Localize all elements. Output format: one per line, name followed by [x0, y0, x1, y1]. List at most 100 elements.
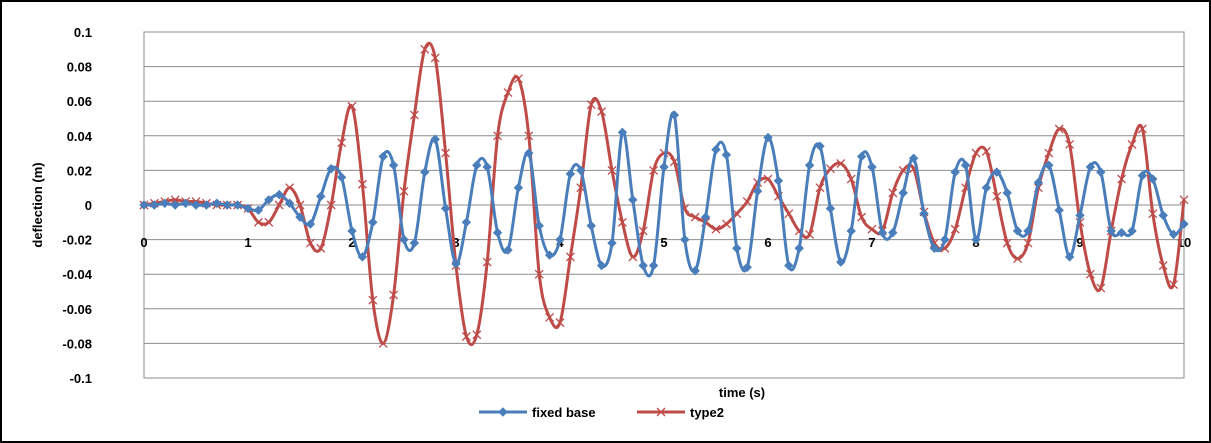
data-point [1127, 139, 1137, 149]
data-point [846, 174, 856, 184]
data-point [1148, 209, 1158, 219]
data-point [628, 195, 638, 205]
data-point [305, 238, 315, 248]
data-point [399, 186, 409, 196]
data-point [1096, 283, 1106, 293]
data-point [212, 198, 222, 208]
data-point [139, 200, 149, 210]
data-point [815, 141, 825, 151]
legend-label-type2: type2 [690, 405, 724, 420]
data-point [180, 198, 191, 208]
data-point [950, 167, 960, 177]
data-point [1148, 174, 1158, 184]
data-point [1158, 261, 1168, 271]
data-point [1033, 177, 1044, 188]
series-line [143, 111, 1186, 278]
data-point [784, 209, 794, 219]
data-point [160, 198, 170, 208]
data-point [576, 165, 586, 176]
data-point [1023, 226, 1033, 236]
data-point [721, 219, 731, 229]
x-tick-label: 5 [660, 235, 667, 250]
data-point [285, 183, 295, 193]
data-point [836, 257, 846, 267]
series-line [143, 41, 1186, 347]
data-point [1158, 210, 1168, 221]
data-point [825, 203, 836, 214]
data-point [1117, 174, 1127, 184]
data-point [326, 200, 336, 210]
data-point [336, 172, 347, 183]
data-point [773, 176, 784, 186]
data-point [1054, 124, 1064, 134]
y-tick-label: -0.02 [62, 233, 92, 248]
data-point [388, 160, 399, 170]
x-tick-label: 3 [452, 235, 459, 250]
legend-item-type2: type2 [637, 405, 724, 420]
data-point [441, 148, 451, 158]
data-point [1012, 226, 1023, 236]
series-type2 [139, 41, 1189, 348]
y-tick-label: -0.1 [70, 371, 92, 386]
data-point [981, 146, 991, 156]
x-tick-label: 1 [244, 235, 251, 250]
data-point [440, 203, 451, 214]
data-point [742, 197, 752, 206]
data-point [472, 160, 482, 170]
data-point [805, 229, 815, 239]
data-point [378, 338, 388, 348]
data-point [170, 200, 180, 210]
data-point [316, 243, 326, 253]
data-point [1013, 254, 1023, 264]
data-point [992, 191, 1002, 201]
data-point [669, 110, 680, 120]
data-point [836, 159, 846, 168]
data-point [305, 219, 316, 229]
data-point [326, 163, 336, 174]
data-point [565, 252, 575, 262]
data-point [534, 269, 544, 279]
y-tick-labels: 0.1 0.08 0.06 0.04 0.02 0 -0.02 -0.04 -0.06 -0.08… [62, 25, 92, 386]
data-point [264, 195, 274, 205]
data-point [232, 200, 243, 210]
data-point [1116, 227, 1127, 238]
data-point [337, 138, 347, 148]
data-point [170, 195, 180, 205]
data-point [295, 200, 305, 210]
data-point [857, 212, 867, 222]
data-point [513, 74, 523, 84]
data-point [971, 148, 981, 158]
data-point [867, 224, 877, 234]
data-point [555, 318, 565, 328]
legend-marker [656, 407, 666, 417]
data-point [1169, 280, 1179, 290]
data-point [295, 212, 305, 222]
data-point [253, 217, 263, 227]
data-point [804, 160, 815, 170]
data-point [1044, 148, 1054, 158]
data-point [409, 110, 419, 120]
data-point [430, 134, 440, 144]
x-tick-labels: 012345678910 [140, 235, 1191, 250]
data-point [357, 252, 368, 262]
data-point [1106, 226, 1116, 236]
data-point [908, 153, 919, 163]
data-point [1065, 139, 1075, 149]
data-point [638, 260, 648, 271]
data-point [284, 198, 295, 208]
data-point [721, 150, 732, 160]
data-point [420, 44, 430, 54]
series-fixed-base [139, 110, 1189, 278]
data-point [357, 179, 367, 189]
legend-marker-fixed-base [498, 407, 508, 417]
data-point [586, 221, 596, 231]
data-point [690, 212, 700, 222]
data-point [1179, 195, 1189, 205]
x-tick-label: 0 [140, 235, 147, 250]
data-point [649, 165, 659, 175]
data-point [451, 259, 461, 269]
data-point [597, 107, 607, 117]
data-point [1054, 205, 1064, 215]
data-point [680, 234, 690, 245]
data-point [389, 290, 399, 300]
